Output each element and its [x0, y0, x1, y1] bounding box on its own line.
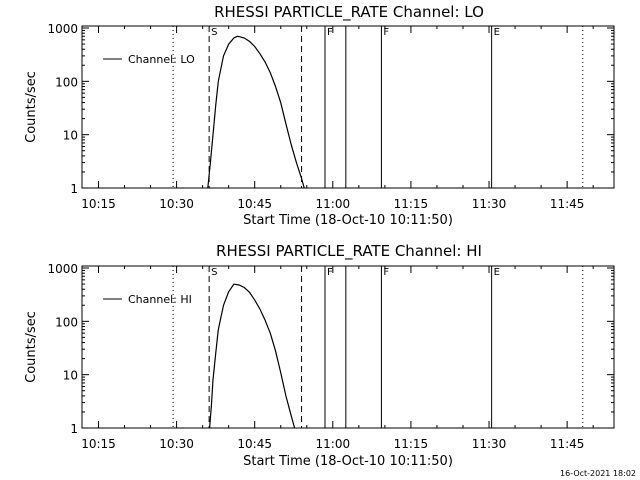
legend: Channel: LO	[103, 53, 195, 66]
event-marker-label: F	[327, 27, 333, 38]
footer-timestamp: 16-Oct-2021 18:02	[560, 469, 636, 478]
x-tick-label: 11:30	[472, 197, 507, 211]
y-tick-label: 10	[63, 129, 78, 143]
event-marker-label: S	[211, 267, 217, 278]
x-tick-label: 10:45	[237, 197, 272, 211]
x-tick-label: 11:45	[550, 437, 585, 451]
y-axis-label: Counts/sec	[24, 311, 39, 383]
chart-panel-hi: RHESSI PARTICLE_RATE Channel: HI Counts/…	[24, 242, 615, 469]
x-axis-label: Start Time (18-Oct-10 10:11:50)	[243, 213, 453, 228]
event-marker-label: F	[383, 267, 389, 278]
x-tick-label: 10:15	[81, 437, 116, 451]
x-tick-label: 11:30	[472, 437, 507, 451]
event-marker-label: F	[383, 27, 389, 38]
y-tick-label: 100	[55, 315, 78, 329]
x-tick-label: 10:30	[159, 197, 194, 211]
event-marker-label: E	[494, 267, 500, 278]
y-tick-label: 1000	[47, 262, 78, 276]
y-tick-label: 100	[55, 75, 78, 89]
plot-frame	[81, 265, 615, 429]
plot-frame	[81, 25, 615, 189]
series-layer	[209, 283, 296, 429]
legend-label: Channel: HI	[128, 293, 192, 306]
y-ticks: 1 10 100 1000	[47, 22, 614, 196]
y-tick-label: 1000	[47, 22, 78, 36]
y-tick-label: 10	[63, 369, 78, 383]
event-marker-label: E	[494, 27, 500, 38]
y-tick-label: 1	[70, 422, 78, 436]
y-axis-label: Counts/sec	[24, 71, 39, 143]
x-axis-label: Start Time (18-Oct-10 10:11:50)	[243, 454, 453, 469]
x-ticks: 10:15 10:30 10:45 11:00 11:15 11:30 11:45	[81, 266, 594, 451]
event-marker-label: S	[211, 27, 217, 38]
x-tick-label: 11:00	[316, 197, 351, 211]
x-tick-label: 11:15	[394, 437, 429, 451]
legend-label: Channel: LO	[128, 53, 195, 66]
x-tick-label: 11:15	[394, 197, 429, 211]
y-ticks: 1 10 100 1000	[47, 262, 614, 436]
x-tick-label: 10:30	[159, 437, 194, 451]
series-line	[207, 35, 305, 189]
chart-title: RHESSI PARTICLE_RATE Channel: HI	[216, 242, 482, 261]
x-tick-label: 10:15	[81, 197, 116, 211]
series-layer	[207, 35, 305, 189]
x-ticks: 10:15 10:30 10:45 11:00 11:15 11:30 11:45	[81, 26, 594, 211]
chart-title: RHESSI PARTICLE_RATE Channel: LO	[214, 3, 484, 22]
chart-panel-lo: RHESSI PARTICLE_RATE Channel: LO Counts/…	[24, 3, 615, 228]
event-marker-label: F	[327, 267, 333, 278]
x-tick-label: 11:00	[316, 437, 351, 451]
x-tick-label: 10:45	[237, 437, 272, 451]
legend: Channel: HI	[103, 293, 192, 306]
series-line	[209, 283, 296, 429]
y-tick-label: 1	[70, 182, 78, 196]
x-tick-label: 11:45	[550, 197, 585, 211]
